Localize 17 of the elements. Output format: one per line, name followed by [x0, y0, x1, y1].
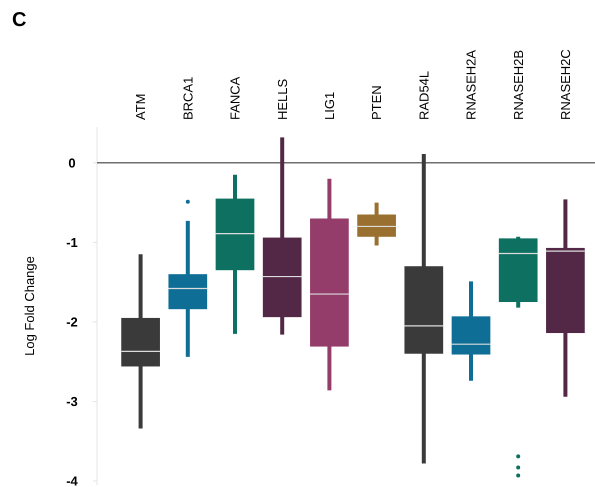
y-axis-title: Log Fold Change — [22, 256, 37, 356]
y-tick-label: -3 — [66, 394, 78, 410]
y-tick-label: -4 — [66, 474, 79, 487]
x-tick-label: RAD54L — [416, 70, 432, 120]
x-tick-label: BRCA1 — [180, 76, 196, 120]
y-tick-label: -1 — [66, 234, 78, 250]
x-tick-label: RNASEH2B — [510, 50, 526, 120]
x-tick-label: ATM — [133, 94, 148, 120]
y-tick-label: -2 — [66, 314, 78, 330]
x-tick-label: RNASEH2A — [464, 50, 479, 120]
chart-title: C — [12, 9, 26, 31]
x-tick-label: FANCA — [228, 76, 243, 120]
x-tick-label: HELLS — [274, 78, 290, 120]
x-tick-label: PTEN — [369, 85, 384, 120]
y-tick-label: 0 — [68, 155, 76, 170]
x-tick-label: LIG1 — [322, 92, 337, 120]
x-tick-label: RNASEH2C — [558, 49, 573, 120]
